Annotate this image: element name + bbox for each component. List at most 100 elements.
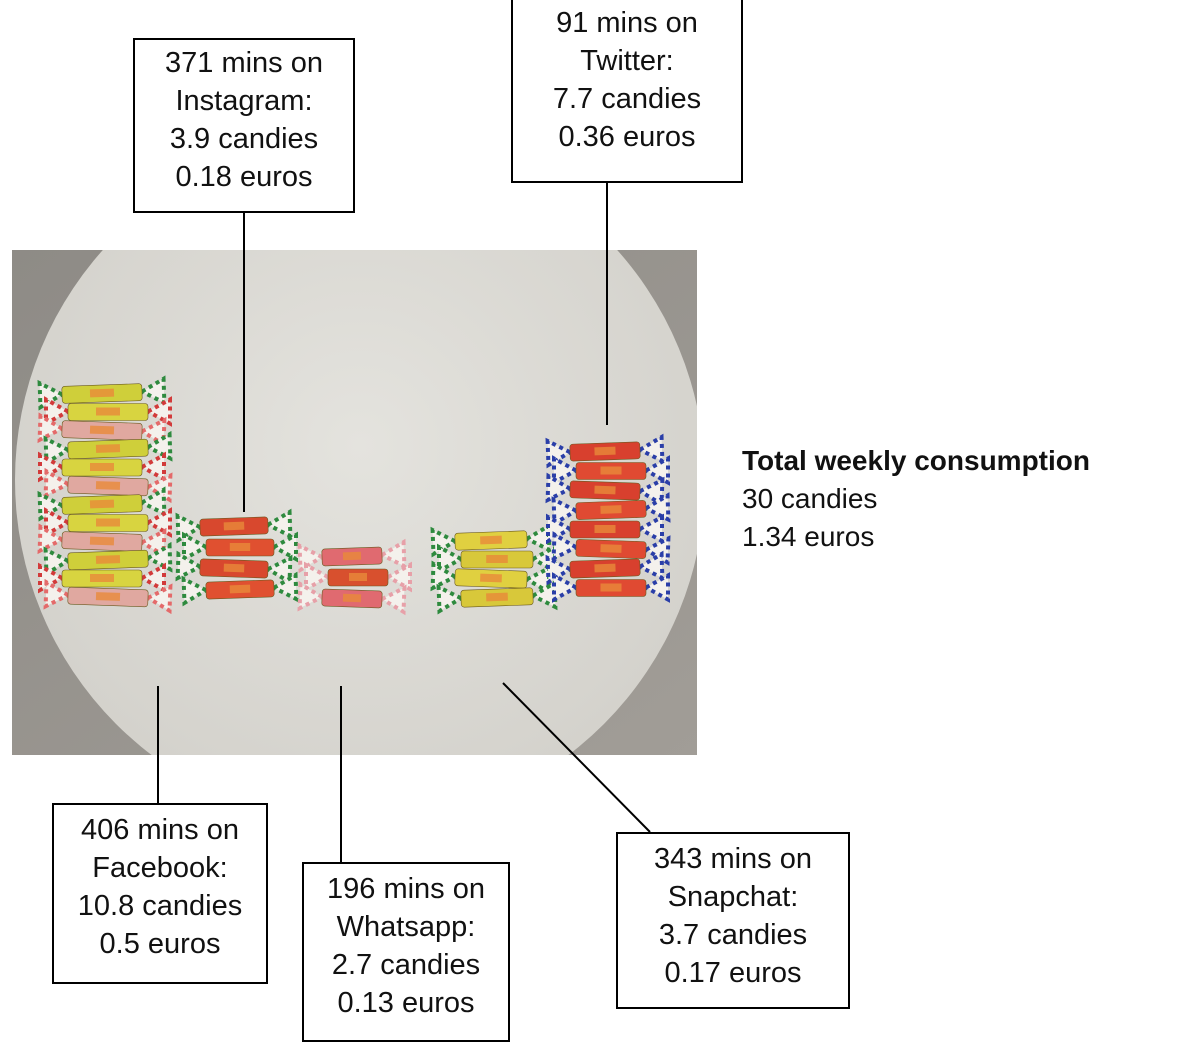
table xyxy=(15,250,697,755)
annotation-line: 371 mins on xyxy=(165,47,323,79)
candy xyxy=(37,523,167,559)
annotation-line: 0.13 euros xyxy=(337,987,475,1019)
annotation-box: 196 mins on Whatsapp: 2.7 candies 0.13 euro… xyxy=(302,862,510,1042)
candy-part xyxy=(143,583,173,615)
candy-part xyxy=(552,455,581,486)
annotation-box: 343 mins on Snapchat: 3.7 candies 0.17 euro… xyxy=(616,832,850,1009)
candy-part xyxy=(95,481,121,490)
annotation-box: 91 mins on Twitter: 7.7 candies 0.36 euros xyxy=(511,0,743,183)
annotation-line: Instagram: xyxy=(175,85,313,117)
candy xyxy=(551,492,671,527)
candy xyxy=(545,550,665,586)
candy-part xyxy=(297,580,327,612)
candy-part xyxy=(137,527,167,559)
annotation-box: 371 mins on Instagram: 3.9 candies 0.18 eur… xyxy=(133,38,355,213)
candy-part xyxy=(437,543,466,575)
candy-part xyxy=(594,485,616,495)
candy xyxy=(552,572,670,603)
candy-part xyxy=(90,463,114,471)
total-line: 1.34 euros xyxy=(742,521,875,552)
annotation-line: Whatsapp: xyxy=(336,911,476,943)
annotation-line: 91 mins on xyxy=(556,7,698,39)
candy-part xyxy=(641,492,671,523)
candy xyxy=(44,507,172,538)
candy xyxy=(37,412,167,448)
total-title: Total weekly consumption xyxy=(742,445,1090,476)
annotation-box: 406 mins on Facebook: 10.8 candies 0.5 euro… xyxy=(52,803,268,984)
candy-part xyxy=(43,546,73,578)
candy-part xyxy=(37,412,67,444)
total: Total weekly consumption 30 candies 1.34… xyxy=(742,442,1090,556)
candy-part xyxy=(383,561,412,593)
candy-part xyxy=(551,496,581,527)
candy xyxy=(304,561,412,593)
candy-part xyxy=(95,444,121,453)
candy-part xyxy=(269,531,298,563)
candy xyxy=(552,455,670,486)
annotation-line: 2.7 candies xyxy=(331,949,481,981)
annotation-line: 10.8 candies xyxy=(77,890,243,922)
candy-part xyxy=(600,583,622,592)
candy-part xyxy=(143,472,173,504)
candy-part xyxy=(44,396,73,427)
annotation-line: 0.18 euros xyxy=(175,161,313,193)
candy xyxy=(297,580,407,616)
connectors xyxy=(157,182,651,862)
candy-part xyxy=(486,555,508,563)
candy-part xyxy=(95,592,121,601)
annotation-line: 3.9 candies xyxy=(169,123,319,155)
annotation-line: 3.7 candies xyxy=(658,919,808,951)
candy-part xyxy=(90,574,114,582)
photo xyxy=(12,250,697,755)
total-line: 30 candies xyxy=(742,483,878,514)
candy-part xyxy=(89,499,115,509)
candy-part xyxy=(342,593,362,603)
candy-part xyxy=(436,583,466,615)
candy-part xyxy=(89,536,115,546)
candy-part xyxy=(263,508,293,540)
candy-part xyxy=(528,579,558,611)
candy-part xyxy=(641,455,670,486)
candy-part xyxy=(182,531,211,563)
connector xyxy=(502,682,651,833)
annotation-line: 196 mins on xyxy=(327,873,485,905)
candy-part xyxy=(522,564,552,596)
candy-part xyxy=(229,584,251,594)
candy-part xyxy=(223,521,245,531)
candy-part xyxy=(342,551,362,561)
candy xyxy=(181,571,299,607)
candy-part xyxy=(594,563,616,573)
candy-part xyxy=(269,571,299,603)
candy-part xyxy=(223,563,245,573)
candy-part xyxy=(175,550,205,582)
candy xyxy=(551,531,671,566)
candy-part xyxy=(551,531,581,562)
candy-part xyxy=(95,555,121,564)
candy-part xyxy=(43,578,73,610)
candy-part xyxy=(43,435,73,467)
candy-part xyxy=(137,486,167,518)
annotation-line: 406 mins on xyxy=(81,814,239,846)
candy-part xyxy=(137,375,167,407)
annotation-line: Facebook: xyxy=(92,852,228,884)
candy xyxy=(436,579,558,615)
candy-part xyxy=(377,538,407,570)
candy xyxy=(175,550,293,586)
candy-part xyxy=(641,572,670,603)
candy-part xyxy=(89,388,115,398)
candy-part xyxy=(522,522,552,554)
annotation-line: 0.36 euros xyxy=(558,121,696,153)
candy-part xyxy=(181,575,211,607)
candy-part xyxy=(635,513,664,545)
candy-part xyxy=(263,554,293,586)
candy-part xyxy=(143,396,172,427)
candy-part xyxy=(137,451,166,483)
candy xyxy=(175,508,293,544)
annotation-line: 0.5 euros xyxy=(99,928,221,960)
candy-part xyxy=(635,433,665,465)
candy xyxy=(430,560,552,596)
annotation-line: 343 mins on xyxy=(654,843,812,875)
candy-part xyxy=(137,562,166,594)
